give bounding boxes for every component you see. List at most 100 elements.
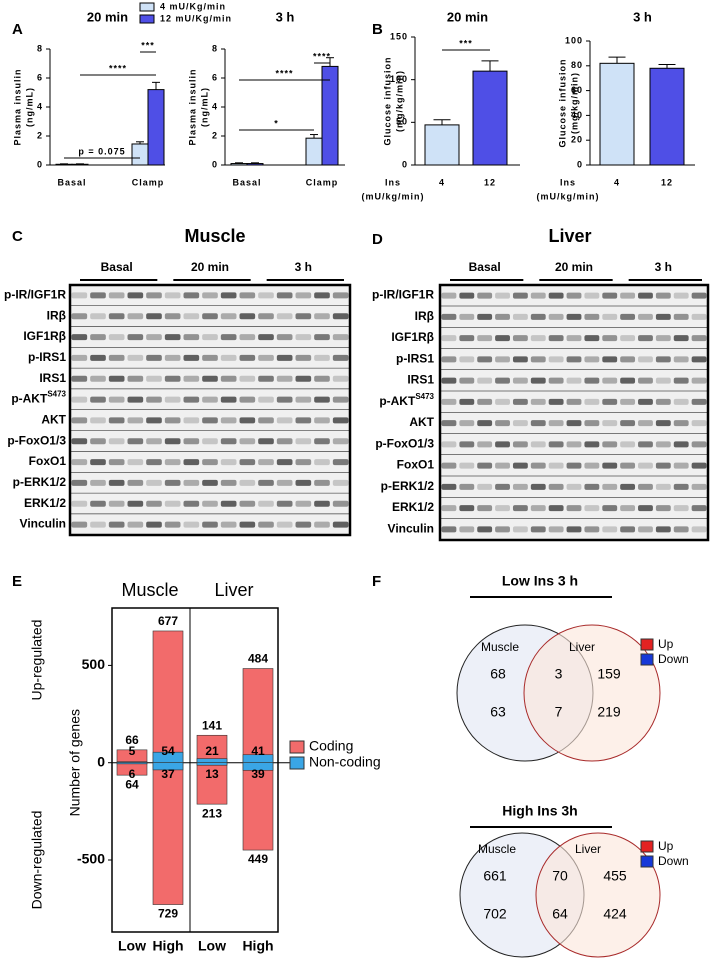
y-tick-label: 150: [390, 31, 408, 41]
blot-band: [239, 334, 256, 341]
value-label: 64: [125, 777, 139, 791]
x-axis-label: (mU/kg/min): [361, 191, 424, 201]
y-tick-label: 6: [37, 72, 43, 82]
panel-letter: B: [372, 21, 383, 38]
blot-band: [638, 483, 653, 490]
bar: [424, 124, 460, 166]
group-label: 20 min: [555, 260, 593, 274]
blot-band: [638, 462, 653, 469]
value-label: 6: [129, 767, 136, 781]
blot-band: [673, 526, 689, 533]
legend-swatch: [139, 2, 155, 12]
blot-band: [295, 334, 312, 341]
blot-band: [512, 335, 528, 342]
blot-band: [548, 420, 564, 427]
y-axis-label: Plasma insulin: [12, 68, 22, 145]
panel-letter: F: [372, 573, 381, 590]
legend-swatch: [640, 840, 654, 853]
blot-band: [566, 483, 582, 490]
blot-band: [108, 292, 125, 299]
blot-band: [691, 356, 707, 363]
blot-band: [127, 417, 144, 424]
blot-band: [566, 356, 582, 363]
blot-band: [584, 483, 600, 490]
bar-up: [196, 734, 228, 764]
blot-band: [566, 420, 582, 427]
value-label: 39: [251, 767, 265, 781]
x-tick-label: 4: [614, 177, 620, 187]
blot-band: [530, 398, 546, 405]
blot-band: [620, 313, 636, 320]
blot-band: [512, 292, 528, 299]
blot-band: [90, 334, 106, 341]
blot-row-label: p-FoxO1/3: [7, 433, 66, 447]
legend-swatch: [640, 653, 654, 666]
blot-band: [584, 356, 600, 363]
row-name: p-FoxO1/3: [7, 433, 66, 447]
y-axis-label: Glucose infusion: [382, 56, 392, 145]
blot-band: [441, 292, 457, 299]
blot-band: [220, 459, 237, 466]
blot-band: [566, 462, 582, 469]
blot-row-label: p-AKTS473: [379, 392, 434, 408]
value-label: 729: [158, 907, 178, 921]
blot-band: [220, 438, 237, 445]
blot-band: [314, 479, 330, 486]
blot-band: [495, 292, 510, 299]
blot-band: [673, 420, 689, 427]
x-tick-label: High: [152, 938, 183, 954]
blot-row-label: IRS1: [407, 373, 434, 387]
blot-band: [276, 479, 293, 486]
x-axis-label: Ins: [560, 177, 576, 187]
blot-band: [566, 505, 582, 512]
row-name: AKT: [409, 415, 434, 429]
blot-band: [295, 354, 312, 361]
blot-row-label: p-IR/IGF1R: [372, 288, 434, 302]
blot-band: [459, 292, 475, 299]
blot-band: [108, 396, 125, 403]
x-tick-label: Low: [198, 938, 226, 954]
blot-row-label: FoxO1: [397, 458, 435, 472]
blot-band: [258, 500, 274, 507]
blot-strip: [70, 451, 350, 473]
blot-band: [530, 377, 546, 384]
blot-band: [655, 505, 671, 512]
bar: [321, 65, 339, 166]
blot-band: [164, 500, 181, 507]
row-superscript: S473: [47, 390, 66, 399]
row-name: Vinculin: [388, 522, 434, 536]
y-tick-label: 20: [571, 135, 583, 145]
blot-band: [276, 438, 293, 445]
blot-band: [127, 292, 144, 299]
row-name: p-IR/IGF1R: [372, 288, 434, 302]
blot-band: [620, 356, 636, 363]
blot-band: [620, 398, 636, 405]
blot-band: [127, 396, 144, 403]
blot-band: [276, 313, 293, 320]
blot-band: [477, 526, 493, 533]
blot-strip: [70, 493, 350, 515]
blot-band: [71, 459, 88, 466]
blot-band: [258, 292, 274, 299]
row-name: ERK1/2: [24, 496, 66, 510]
blot-band: [638, 313, 653, 320]
blot-band: [164, 459, 181, 466]
x-tick-label: 12: [484, 177, 496, 187]
blot-band: [691, 441, 707, 448]
blot-strip: [440, 391, 708, 413]
blot-band: [239, 396, 256, 403]
blot-band: [548, 505, 564, 512]
blot-band: [276, 500, 293, 507]
venn-count: 7: [555, 704, 563, 720]
y-tick-label: -500: [77, 851, 105, 867]
blot-row-label: p-ERK1/2: [13, 475, 67, 489]
x-tick-label: Basal: [57, 177, 86, 187]
venn-count: 68: [490, 666, 506, 682]
blot-band: [295, 396, 312, 403]
x-tick-label: Clamp: [132, 177, 165, 187]
blot-band: [459, 420, 475, 427]
blot-band: [548, 313, 564, 320]
blot-band: [530, 505, 546, 512]
blot-band: [164, 375, 181, 382]
blot-band: [602, 377, 618, 384]
